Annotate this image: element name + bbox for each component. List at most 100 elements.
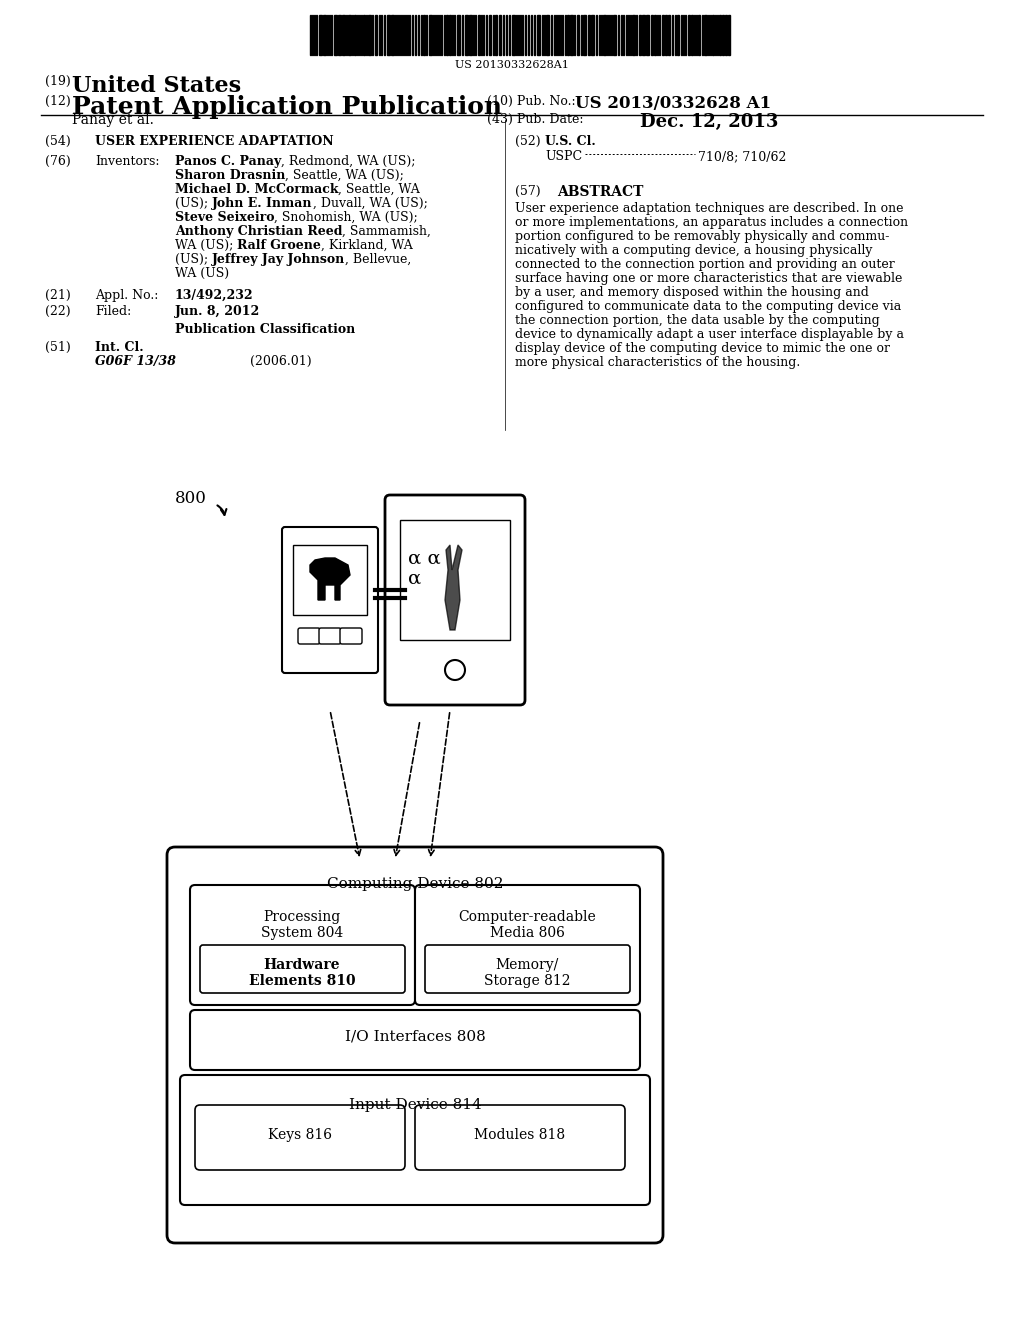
Text: (43) Pub. Date:: (43) Pub. Date: — [487, 114, 584, 125]
Text: U.S. Cl.: U.S. Cl. — [545, 135, 596, 148]
Text: , Seattle, WA (US);: , Seattle, WA (US); — [286, 169, 404, 182]
Text: (2006.01): (2006.01) — [250, 355, 311, 368]
Text: , Seattle, WA: , Seattle, WA — [339, 183, 420, 195]
Text: 710/8; 710/62: 710/8; 710/62 — [698, 150, 786, 162]
Text: WA (US): WA (US) — [175, 267, 229, 280]
Bar — [293, 545, 367, 615]
Text: United States: United States — [72, 75, 241, 96]
Text: Jun. 8, 2012: Jun. 8, 2012 — [175, 305, 260, 318]
Bar — [446, 15, 449, 55]
Text: Input Device 814: Input Device 814 — [348, 1098, 481, 1111]
Bar — [457, 15, 460, 55]
Bar — [691, 15, 693, 55]
Text: Computer-readable
Media 806: Computer-readable Media 806 — [458, 909, 596, 940]
Text: (57): (57) — [515, 185, 541, 198]
Text: (21): (21) — [45, 289, 71, 302]
Bar — [567, 15, 569, 55]
Text: Sharon Drasnin: Sharon Drasnin — [175, 169, 286, 182]
Text: G06F 13/38: G06F 13/38 — [95, 355, 176, 368]
Text: by a user, and memory disposed within the housing and: by a user, and memory disposed within th… — [515, 286, 869, 300]
Text: Memory/
Storage 812: Memory/ Storage 812 — [483, 958, 570, 989]
Bar — [512, 15, 515, 55]
Bar — [537, 15, 540, 55]
Text: α: α — [408, 570, 421, 587]
Text: display device of the computing device to mimic the one or: display device of the computing device t… — [515, 342, 890, 355]
Polygon shape — [310, 558, 350, 601]
Text: (52): (52) — [515, 135, 541, 148]
Bar — [722, 15, 724, 55]
Bar — [465, 15, 468, 55]
Text: Panay et al.: Panay et al. — [72, 114, 154, 127]
Bar — [319, 15, 322, 55]
Bar — [334, 15, 337, 55]
Text: USPC: USPC — [545, 150, 582, 162]
Text: Ralf Groene: Ralf Groene — [238, 239, 322, 252]
FancyBboxPatch shape — [200, 945, 406, 993]
Bar — [642, 15, 645, 55]
Bar — [362, 15, 365, 55]
Text: (76): (76) — [45, 154, 71, 168]
Text: (12): (12) — [45, 95, 71, 108]
FancyBboxPatch shape — [425, 945, 630, 993]
FancyBboxPatch shape — [282, 527, 378, 673]
Text: configured to communicate data to the computing device via: configured to communicate data to the co… — [515, 300, 901, 313]
Text: USER EXPERIENCE ADAPTATION: USER EXPERIENCE ADAPTATION — [95, 135, 334, 148]
Bar — [570, 15, 573, 55]
FancyBboxPatch shape — [167, 847, 663, 1243]
Text: Publication Classification: Publication Classification — [175, 323, 355, 337]
Bar — [368, 15, 371, 55]
Bar — [725, 15, 727, 55]
Bar — [323, 15, 326, 55]
FancyBboxPatch shape — [298, 628, 319, 644]
Text: , Duvall, WA (US);: , Duvall, WA (US); — [312, 197, 427, 210]
Text: , Redmond, WA (US);: , Redmond, WA (US); — [282, 154, 416, 168]
Bar — [499, 15, 501, 55]
Bar — [603, 15, 606, 55]
Text: I/O Interfaces 808: I/O Interfaces 808 — [345, 1030, 485, 1044]
Bar — [342, 15, 345, 55]
Text: WA (US);: WA (US); — [175, 239, 238, 252]
Bar — [489, 15, 490, 55]
Text: Processing
System 804: Processing System 804 — [261, 909, 343, 940]
Bar — [662, 15, 664, 55]
Text: surface having one or more characteristics that are viewable: surface having one or more characteristi… — [515, 272, 902, 285]
FancyBboxPatch shape — [415, 884, 640, 1005]
Bar — [677, 15, 679, 55]
Text: (51): (51) — [45, 341, 71, 354]
Text: Michael D. McCormack: Michael D. McCormack — [175, 183, 339, 195]
FancyBboxPatch shape — [340, 628, 362, 644]
Text: (US);: (US); — [175, 253, 212, 267]
Text: or more implementations, an apparatus includes a connection: or more implementations, an apparatus in… — [515, 216, 908, 228]
Text: Keys 816: Keys 816 — [268, 1129, 332, 1142]
Text: , Bellevue,: , Bellevue, — [345, 253, 412, 267]
Bar — [338, 15, 341, 55]
Bar — [391, 15, 394, 55]
Text: portion configured to be removably physically and commu-: portion configured to be removably physi… — [515, 230, 890, 243]
Bar — [646, 15, 649, 55]
Text: Appl. No.:: Appl. No.: — [95, 289, 159, 302]
Text: nicatively with a computing device, a housing physically: nicatively with a computing device, a ho… — [515, 244, 872, 257]
Bar — [719, 15, 721, 55]
Bar — [639, 15, 641, 55]
Text: , Kirkland, WA: , Kirkland, WA — [322, 239, 413, 252]
Text: 800: 800 — [175, 490, 207, 507]
Bar — [583, 15, 586, 55]
Text: ABSTRACT: ABSTRACT — [557, 185, 643, 199]
Circle shape — [445, 660, 465, 680]
Text: John E. Inman: John E. Inman — [212, 197, 312, 210]
Text: (US);: (US); — [175, 197, 212, 210]
Bar — [712, 15, 714, 55]
Text: Int. Cl.: Int. Cl. — [95, 341, 143, 354]
Text: α α: α α — [408, 550, 440, 568]
Bar — [688, 15, 690, 55]
Bar — [354, 15, 356, 55]
Bar — [705, 15, 707, 55]
Text: US 2013/0332628 A1: US 2013/0332628 A1 — [575, 95, 771, 112]
Text: 13/492,232: 13/492,232 — [175, 289, 254, 302]
Text: Computing Device 802: Computing Device 802 — [327, 876, 503, 891]
Bar — [449, 15, 451, 55]
FancyBboxPatch shape — [385, 495, 525, 705]
Text: US 20130332628A1: US 20130332628A1 — [455, 59, 569, 70]
Bar — [668, 15, 670, 55]
Text: connected to the connection portion and providing an outer: connected to the connection portion and … — [515, 257, 895, 271]
